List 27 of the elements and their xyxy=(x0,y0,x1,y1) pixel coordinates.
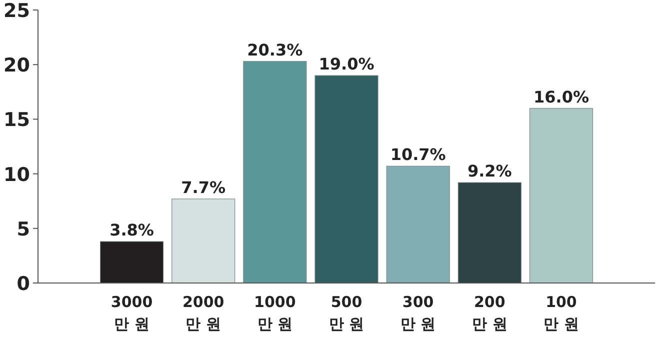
bar xyxy=(172,198,236,284)
data-label: 10.7% xyxy=(390,145,446,164)
bar xyxy=(243,61,307,284)
bar xyxy=(314,75,378,284)
data-label: 19.0% xyxy=(318,54,374,74)
data-label: 3.8% xyxy=(110,220,154,240)
bar xyxy=(458,182,522,284)
x-tick-label: 2000 만 원 xyxy=(182,293,224,333)
y-tick-label: 10 xyxy=(4,164,30,186)
x-tick-label: 3000 만 원 xyxy=(110,293,153,333)
y-tick-label: 5 xyxy=(16,218,30,240)
y-tick-label: 20 xyxy=(4,54,30,77)
bar xyxy=(386,166,450,284)
data-label: 9.2% xyxy=(467,162,512,181)
y-tick-label: 0 xyxy=(16,273,30,295)
bar xyxy=(529,108,594,284)
data-label: 16.0% xyxy=(533,87,589,106)
x-tick-label: 200 만 원 xyxy=(472,293,508,333)
x-tick-label: 300 만 원 xyxy=(400,293,436,333)
x-tick-label: 500 만 원 xyxy=(328,293,364,333)
x-tick-label: 1000 만 원 xyxy=(254,293,296,333)
y-tick-label: 15 xyxy=(4,109,30,132)
x-tick-label: 100 만 원 xyxy=(544,293,579,333)
bar xyxy=(100,241,164,284)
data-label: 20.3% xyxy=(247,40,303,60)
data-label: 7.7% xyxy=(181,178,226,197)
y-tick-label: 25 xyxy=(4,0,30,22)
